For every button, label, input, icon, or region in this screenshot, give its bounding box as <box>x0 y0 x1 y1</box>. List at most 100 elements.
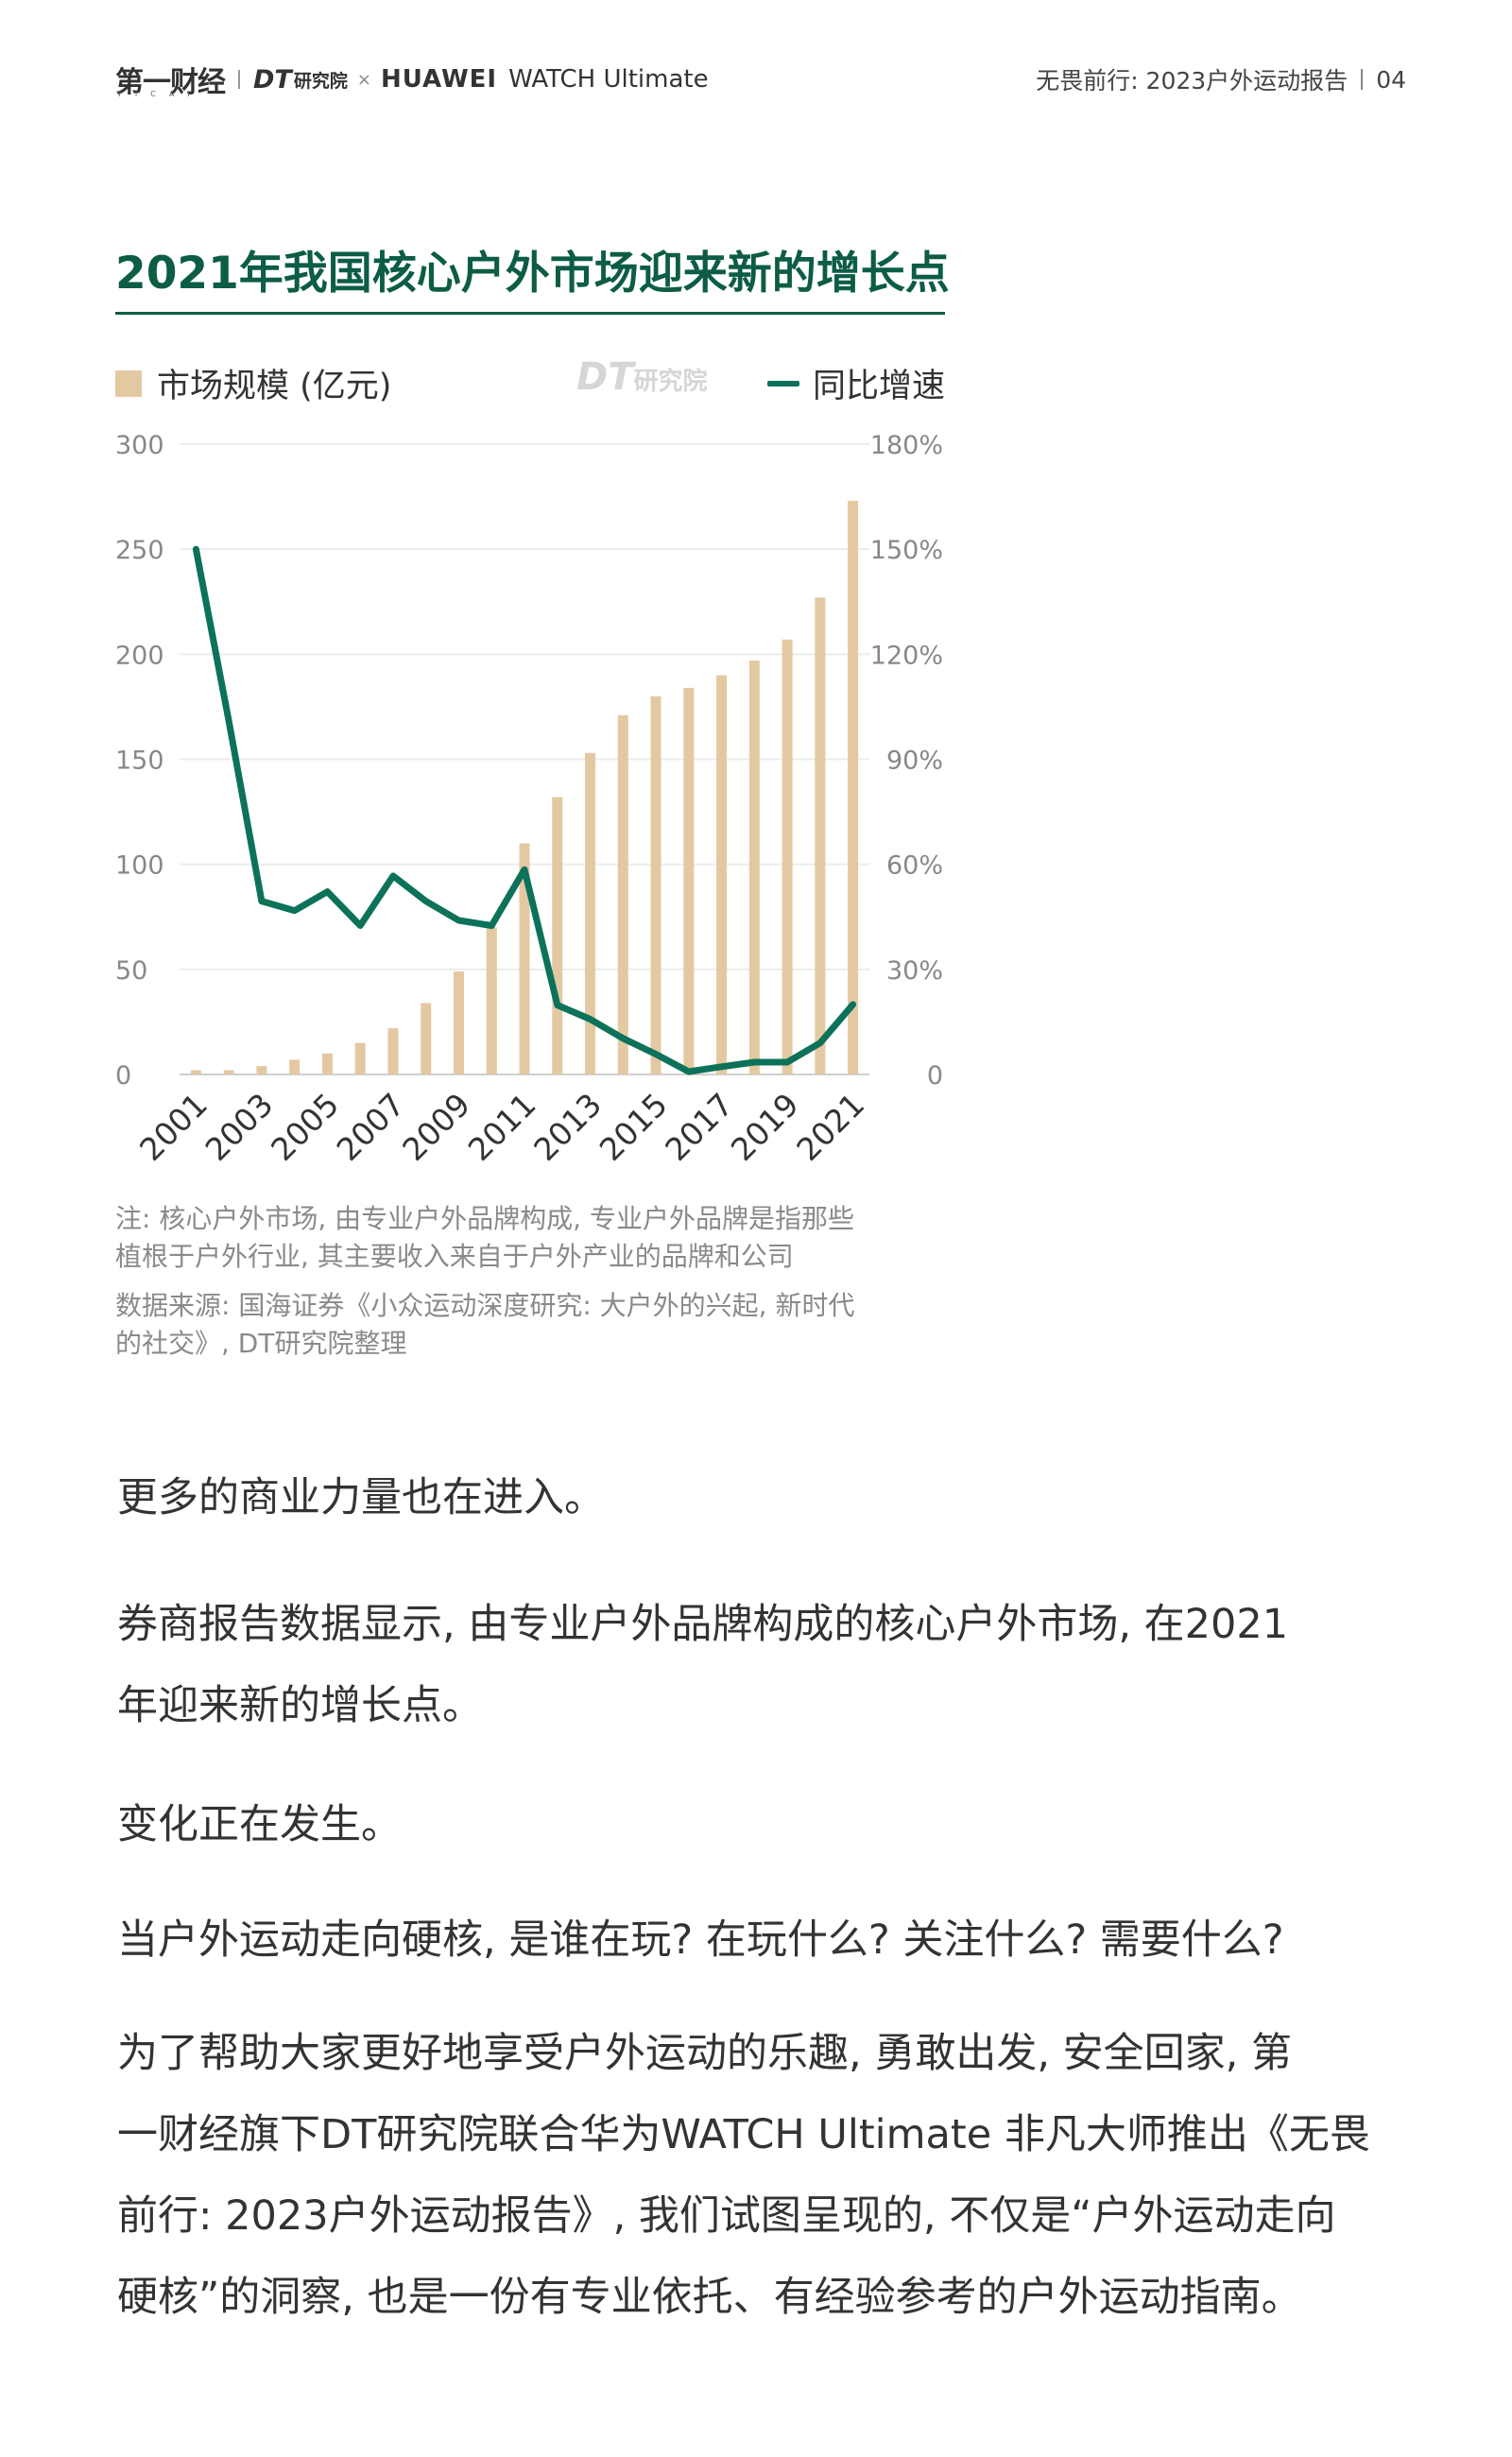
legend-bar-swatch <box>115 369 142 397</box>
header-right-divider <box>1361 69 1364 90</box>
growth-point-2010 <box>490 925 492 927</box>
left-tick-label: 100 <box>115 851 164 881</box>
bar-2010 <box>486 927 497 1074</box>
dt-logo: DT <box>253 64 292 94</box>
watermark-cn: 研究院 <box>633 368 708 396</box>
x-tick-label: 2009 <box>395 1086 477 1168</box>
growth-point-2001 <box>195 548 197 550</box>
left-tick-label: 200 <box>115 641 164 670</box>
page-number: 04 <box>1376 65 1406 94</box>
huawei-logo: HUAWEI <box>380 65 498 94</box>
right-tick-label: 180% <box>870 431 943 460</box>
chart-note: 注: 核心户外市场, 由专业户外品牌构成, 专业户外品牌是指那些 植根于户外行业… <box>115 1200 947 1276</box>
chart-legend: 市场规模 (亿元) DT研究院 同比增速 <box>115 350 945 405</box>
growth-point-2003 <box>261 901 263 902</box>
body-paragraph-1: 更多的商业力量也在进入。 <box>117 1474 605 1521</box>
yicai-logo: 第一财经 <box>115 66 226 99</box>
yicai-logo-sub: YICAI <box>117 90 203 98</box>
body-paragraph-4: 当户外运动走向硬核, 是谁在玩? 在玩什么? 关注什么? 需要什么? <box>117 1916 1284 1964</box>
source-line-2: 的社交》, DT研究院整理 <box>115 1328 407 1359</box>
growth-point-2013 <box>590 1018 592 1020</box>
x-tick-label: 2007 <box>330 1086 412 1168</box>
body-paragraph-2-line-1: 券商报告数据显示, 由专业户外品牌构成的核心户外市场, 在2021 <box>117 1601 1289 1648</box>
header-divider <box>238 70 240 89</box>
bar-2005 <box>321 1053 333 1074</box>
legend-line-label: 同比增速 <box>812 368 945 405</box>
growth-point-2014 <box>622 1038 624 1040</box>
growth-point-2018 <box>753 1061 755 1063</box>
x-tick-label: 2001 <box>132 1086 215 1168</box>
legend-bar-entry: 市场规模 (亿元) <box>115 359 391 407</box>
growth-point-2005 <box>326 891 328 893</box>
bar-2001 <box>190 1070 201 1074</box>
right-tick-label: 150% <box>870 536 943 565</box>
bar-2013 <box>585 752 596 1074</box>
growth-point-2006 <box>359 925 361 927</box>
bar-2006 <box>354 1042 366 1074</box>
bar-2008 <box>421 1003 432 1074</box>
bar-2004 <box>289 1059 301 1074</box>
watch-product-name: WATCH Ultimate <box>508 65 709 94</box>
body-paragraph-5: 为了帮助大家更好地享受户外运动的乐趣, 勇敢出发, 安全回家, 第 一财经旗下D… <box>117 2013 1412 2338</box>
chart-plot: 0 50 100 150 200 250 300 0 30% 60% 90% 120% 150% 180… <box>115 431 943 1168</box>
right-tick-label: 0 <box>927 1061 943 1091</box>
bar-2016 <box>683 687 695 1074</box>
left-tick-label: 0 <box>115 1061 131 1091</box>
growth-point-2017 <box>721 1066 723 1068</box>
x-tick-label: 2011 <box>461 1086 543 1168</box>
x-tick-label: 2015 <box>593 1086 675 1168</box>
right-tick-label: 30% <box>886 956 943 986</box>
note-line-1: 注: 核心户外市场, 由专业户外品牌构成, 专业户外品牌是指那些 <box>115 1203 854 1234</box>
right-tick-label: 90% <box>886 747 943 776</box>
legend-line-swatch <box>766 380 799 387</box>
x-tick-label: 2005 <box>264 1086 346 1168</box>
left-tick-label: 250 <box>115 536 164 565</box>
note-line-2: 植根于户外行业, 其主要收入来自于户外产业的品牌和公司 <box>115 1241 794 1272</box>
bar-2017 <box>716 675 728 1074</box>
bar-2018 <box>748 661 760 1074</box>
right-axis-ticks: 0 30% 60% 90% 120% 150% 180% <box>870 431 943 1091</box>
brand-logos: 第一财经 YICAI DT 研究院 × HUAWEI WATCH Ultimat… <box>115 59 709 100</box>
body-paragraph-2: 券商报告数据显示, 由专业户外品牌构成的核心户外市场, 在2021 年迎来新的增… <box>117 1584 1412 1746</box>
growth-point-2007 <box>392 875 394 877</box>
x-axis-ticks: 2001200320052007200920112013201520172019… <box>132 1086 871 1168</box>
bar-2002 <box>223 1070 234 1074</box>
body-paragraph-5-line-2: 一财经旗下DT研究院联合华为WATCH Ultimate 非凡大师推出《无畏 <box>117 2111 1370 2158</box>
dt-logo-cn: 研究院 <box>293 70 348 92</box>
growth-point-2016 <box>688 1071 690 1073</box>
growth-point-2019 <box>786 1061 788 1063</box>
growth-point-2009 <box>457 919 459 921</box>
page-header: 第一财经 YICAI DT 研究院 × HUAWEI WATCH Ultimat… <box>115 59 1406 100</box>
x-tick-label: 2021 <box>789 1086 871 1168</box>
left-tick-label: 150 <box>115 747 164 776</box>
left-tick-label: 50 <box>115 956 147 986</box>
dt-watermark: DT研究院 <box>576 355 708 399</box>
body-paragraph-3: 变化正在发生。 <box>117 1801 402 1848</box>
source-line-1: 数据来源: 国海证券《小众运动深度研究: 大户外的兴起, 新时代 <box>115 1290 855 1321</box>
bar-2015 <box>650 696 662 1074</box>
right-tick-label: 60% <box>886 851 943 881</box>
x-tick-label: 2003 <box>198 1086 281 1168</box>
body-paragraph-2-line-2: 年迎来新的增长点。 <box>117 1682 483 1729</box>
report-title: 无畏前行: 2023户外运动报告 <box>1036 67 1349 94</box>
chart-title-rule <box>115 312 945 315</box>
chart-title: 2021年我国核心户外市场迎来新的增长点 <box>115 248 950 300</box>
bar-2020 <box>815 597 826 1074</box>
bar-2011 <box>519 843 530 1074</box>
collab-x-mark: × <box>356 69 371 90</box>
x-tick-label: 2019 <box>724 1086 806 1168</box>
body-paragraph-5-line-3: 前行: 2023户外运动报告》, 我们试图呈现的, 不仅是“户外运动走向 <box>117 2192 1336 2240</box>
growth-point-2015 <box>655 1054 657 1056</box>
line-series <box>192 545 857 1075</box>
growth-point-2020 <box>819 1042 821 1044</box>
growth-point-2021 <box>852 1004 854 1005</box>
x-tick-label: 2013 <box>526 1086 609 1168</box>
x-tick-label: 2017 <box>658 1086 740 1168</box>
report-header-title: 无畏前行: 2023户外运动报告 04 <box>1036 62 1406 96</box>
bar-2012 <box>552 797 563 1074</box>
bar-2003 <box>256 1066 267 1074</box>
bar-series <box>190 501 859 1074</box>
bar-2019 <box>782 639 793 1074</box>
growth-point-2011 <box>524 868 525 870</box>
right-tick-label: 120% <box>870 641 943 670</box>
